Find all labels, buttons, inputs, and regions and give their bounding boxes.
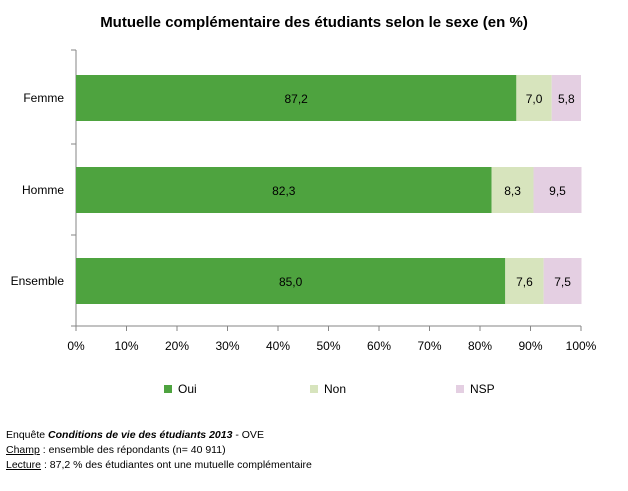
chart-title: Mutuelle complémentaire des étudiants se… xyxy=(100,14,528,31)
legend-label: Oui xyxy=(178,382,197,396)
x-tick-label: 30% xyxy=(215,339,239,353)
footnotes: Enquête Conditions de vie des étudiants … xyxy=(6,428,312,473)
source-prefix: Enquête xyxy=(6,429,49,441)
category-label: Homme xyxy=(22,183,64,197)
data-label: 87,2 xyxy=(285,92,309,106)
bar-segment-oui xyxy=(76,75,517,121)
x-tick-label: 0% xyxy=(67,339,85,353)
x-tick-label: 50% xyxy=(316,339,340,353)
legend-swatch xyxy=(456,385,464,393)
data-label: 85,0 xyxy=(279,275,303,289)
bar-segment-non xyxy=(505,258,544,304)
legend-item-oui: Oui xyxy=(164,382,197,396)
legend-label: NSP xyxy=(470,382,495,396)
footnote-lecture: Lecture : 87,2 % des étudiantes ont une … xyxy=(6,458,312,473)
x-tick-label: 90% xyxy=(518,339,542,353)
legend-label: Non xyxy=(324,382,347,396)
x-tick-label: 20% xyxy=(165,339,189,353)
lecture-text: : 87,2 % des étudiantes ont une mutuelle… xyxy=(41,459,312,471)
x-tick-label: 70% xyxy=(417,339,441,353)
data-label: 7,0 xyxy=(526,92,543,106)
bar-segment-non xyxy=(491,167,534,213)
data-label: 7,5 xyxy=(554,275,571,289)
source-suffix: - OVE xyxy=(232,429,264,441)
data-label: 9,5 xyxy=(549,184,566,198)
footnote-source: Enquête Conditions de vie des étudiants … xyxy=(6,428,312,443)
lecture-label: Lecture xyxy=(6,459,42,471)
bar-segment-oui xyxy=(76,167,492,213)
x-tick-label: 60% xyxy=(367,339,391,353)
legend-item-non: Non xyxy=(310,382,346,396)
bar-segment-oui xyxy=(76,258,506,304)
category-label: Femme xyxy=(23,91,64,105)
champ-label: Champ xyxy=(6,444,40,456)
chart-legend: Oui Non NSP xyxy=(0,382,628,402)
chart-plot: 0% 10% 20% 30% 40% 50% 60% 70% 80% 90% 100% Femme 87… xyxy=(11,49,597,353)
source-survey-name: Conditions de vie des étudiants 2013 xyxy=(48,429,233,441)
footnote-champ: Champ : ensemble des répondants (n= 40 9… xyxy=(6,443,312,458)
data-label: 5,8 xyxy=(558,92,575,106)
category-label: Ensemble xyxy=(11,274,65,288)
x-tick-label: 80% xyxy=(468,339,492,353)
champ-text: : ensemble des répondants (n= 40 911) xyxy=(39,444,226,456)
x-tick-label: 100% xyxy=(566,339,597,353)
data-label: 7,6 xyxy=(516,275,533,289)
legend-swatch xyxy=(164,385,172,393)
legend-swatch xyxy=(310,385,318,393)
x-tick-label: 10% xyxy=(114,339,138,353)
data-label: 82,3 xyxy=(272,184,296,198)
bar-segment-nsp xyxy=(533,167,582,213)
bar-segment-non xyxy=(516,75,552,121)
bar-segment-nsp xyxy=(551,75,581,121)
bar-segment-nsp xyxy=(543,258,582,304)
data-label: 8,3 xyxy=(504,184,521,198)
x-tick-label: 40% xyxy=(266,339,290,353)
legend-item-nsp: NSP xyxy=(456,382,495,396)
